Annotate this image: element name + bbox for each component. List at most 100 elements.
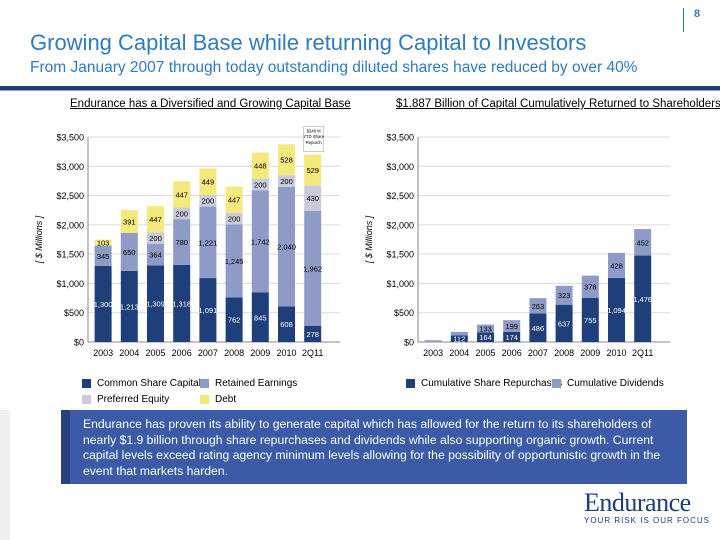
bar-segment [94, 265, 112, 342]
y-tick-label: $500 [394, 308, 414, 318]
y-tick-label: $500 [64, 308, 84, 318]
y-tick-label: $2,500 [56, 191, 84, 201]
y-tick-label: $2,500 [386, 191, 414, 201]
bar-value-label: 1,213 [120, 302, 139, 311]
x-tick-label: 2010 [606, 348, 626, 358]
y-tick-label: $3,500 [386, 133, 414, 143]
bar-segment [251, 190, 269, 293]
bar-segment [278, 175, 295, 187]
callout-box: Endurance has proven its ability to gene… [61, 410, 687, 484]
page-subtitle: From January 2007 through today outstand… [30, 59, 638, 76]
bar-value-label: 449 [202, 178, 215, 187]
bar-segment [581, 297, 599, 342]
bar-value-label: 486 [532, 324, 545, 333]
legend-label: Common Share Capital [97, 378, 201, 389]
callout-edge [61, 410, 70, 484]
bar-value-label: 133 [479, 324, 492, 333]
bar-value-label: 199 [505, 322, 518, 331]
x-tick-label: 2009 [580, 348, 600, 358]
y-tick-label: $2,000 [56, 220, 84, 230]
legend-item-repurchases: Cumulative Share Repurchases [406, 378, 562, 389]
bar-segment [173, 264, 191, 342]
bar-segment [251, 152, 269, 179]
annotation-text: YTD Share [303, 134, 324, 139]
x-tick-label: 2Q11 [632, 348, 653, 358]
bar-value-label: 528 [280, 156, 293, 165]
bar-value-label: 1,742 [251, 237, 270, 246]
bar-value-label: 112 [453, 335, 465, 344]
bar-segment [147, 206, 164, 233]
x-tick-label: 2004 [449, 348, 469, 358]
bar-value-label: 200 [175, 209, 188, 218]
bar-value-label: 2,040 [277, 243, 296, 252]
bar-segment [94, 245, 112, 266]
x-tick-label: 2Q11 [302, 348, 323, 358]
bar-value-label: 103 [97, 239, 110, 248]
bar-segment [581, 275, 599, 298]
bar-value-label: 447 [228, 196, 241, 205]
bar-segment [147, 265, 164, 342]
bar-value-label: 755 [584, 316, 597, 325]
logo: Endurance YOUR RISK IS OUR FOCUS [584, 488, 710, 525]
callout-text: Endurance has proven its ability to gene… [83, 417, 661, 478]
bar-value-label: 1,300 [94, 300, 113, 309]
legend-swatch [82, 395, 91, 404]
bar-segment [634, 255, 652, 342]
bar-segment [529, 298, 547, 314]
bar-segment [278, 306, 295, 342]
bar-value-label: 323 [558, 291, 571, 300]
bar-segment [608, 277, 625, 342]
bar-value-label: 608 [280, 320, 293, 329]
bar-segment [173, 219, 191, 265]
bar-value-label: 1,318 [172, 299, 191, 308]
logo-name: Endurance [584, 488, 691, 517]
bar-segment [225, 297, 243, 342]
legend-label: Debt [215, 394, 237, 405]
bar-segment [173, 181, 191, 208]
logo-tagline: YOUR RISK IS OUR FOCUS [584, 516, 711, 525]
page-title: Growing Capital Base while returning Cap… [30, 30, 587, 55]
legend-item-dividends: Cumulative Dividends [552, 378, 664, 389]
y-tick-label: $1,000 [56, 279, 84, 289]
bar-segment [199, 206, 217, 279]
y-tick-label: $3,500 [56, 133, 84, 143]
y-tick-label: $2,000 [386, 220, 414, 230]
bar-value-label: 1,309 [146, 300, 165, 309]
bar-value-label: 1,221 [199, 238, 218, 247]
legend-item-debt: Debt [200, 394, 236, 405]
bar-value-label: 1,245 [225, 257, 244, 266]
x-tick-label: 2007 [528, 348, 548, 358]
page-number: 8 [694, 8, 701, 20]
legend-label: Preferred Equity [97, 394, 170, 405]
bar-segment [225, 186, 243, 213]
bar-segment [503, 320, 521, 332]
bar-segment [120, 270, 138, 342]
legend-label: Cumulative Dividends [567, 378, 664, 389]
legend-item-retained: Retained Earnings [200, 378, 297, 389]
page-number-divider [683, 8, 684, 32]
y-tick-label: $1,500 [386, 250, 414, 260]
y-tick-label: $0 [404, 338, 414, 348]
legend-label: Retained Earnings [215, 378, 298, 389]
bar-value-label: 447 [149, 215, 162, 224]
bar-segment [450, 331, 468, 336]
left-strip [0, 410, 10, 540]
bar-value-label: 200 [280, 177, 293, 186]
bar-value-label: 430 [306, 194, 319, 203]
bar-value-label: 845 [254, 313, 267, 322]
x-tick-label: 2006 [172, 348, 192, 358]
bar-segment [424, 340, 442, 342]
annotation-text: Repurch [306, 140, 322, 145]
bar-value-label: 364 [149, 251, 162, 260]
bar-value-label: 448 [254, 162, 267, 171]
bar-segment [477, 324, 494, 333]
bar-segment [304, 185, 322, 211]
x-tick-label: 2009 [250, 348, 270, 358]
annotation-text: $340 M [307, 129, 321, 134]
bar-value-label: 1,091 [199, 306, 218, 315]
bar-segment [304, 210, 322, 326]
bar-value-label: 263 [532, 302, 545, 311]
x-tick-label: 2008 [224, 348, 244, 358]
bar-value-label: 174 [505, 333, 518, 342]
bar-segment [94, 239, 112, 246]
